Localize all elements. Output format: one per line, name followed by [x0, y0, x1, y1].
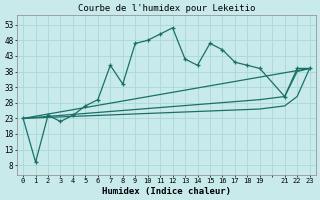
- X-axis label: Humidex (Indice chaleur): Humidex (Indice chaleur): [102, 187, 231, 196]
- Title: Courbe de l'humidex pour Lekeitio: Courbe de l'humidex pour Lekeitio: [78, 4, 255, 13]
